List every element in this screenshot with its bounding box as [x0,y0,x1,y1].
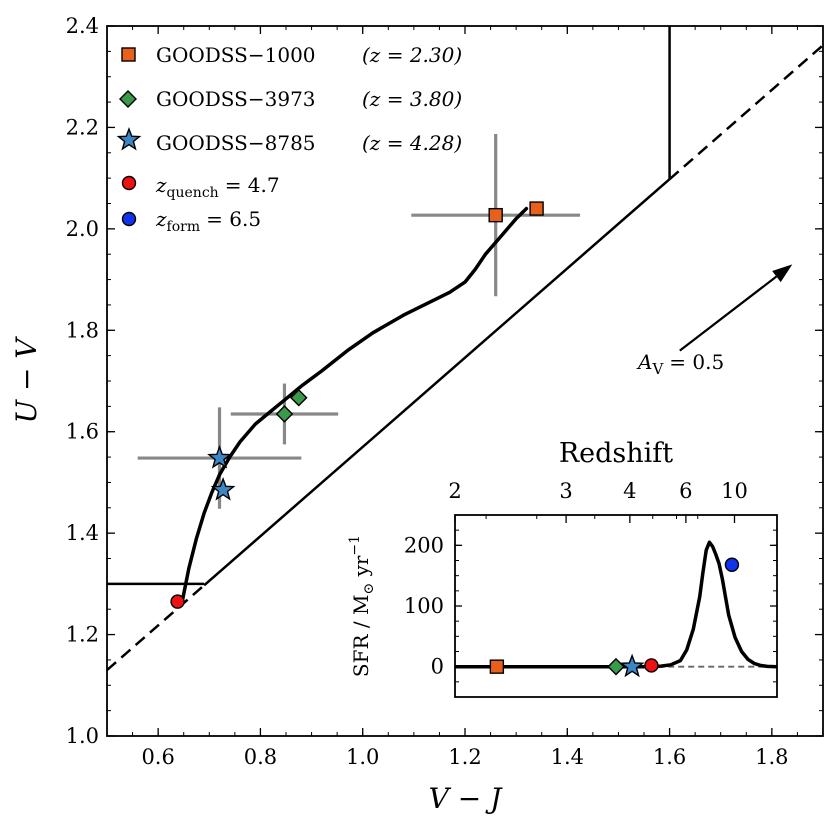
x-tick-label: 1.6 [653,745,686,769]
galaxy-marker-star [210,476,236,501]
galaxy-marker-diamond [289,388,308,407]
legend-diamond-marker [119,90,137,108]
y-tick-label: 2.4 [66,14,99,38]
inset-marker-circle [644,658,659,673]
inset-y-tick-label: 0 [431,655,444,679]
x-tick-label: 0.6 [141,745,174,769]
inset-frame [454,514,778,698]
y-tick-label: 1.8 [66,318,99,342]
main-plot-frame [106,25,824,737]
legend-label-goodss-3973: GOODSS−3973 [156,87,316,111]
x-axis-label: V − J [429,782,503,815]
legend-z-goodss-1000: (z = 2.30) [362,43,462,67]
inset-top-tick-label: 10 [721,479,748,503]
legend-red-circle-marker [121,175,137,191]
x-tick-label: 1.8 [755,745,788,769]
galaxy-marker-square [529,201,544,216]
legend-label-z-form: zform = 6.5 [155,207,261,235]
inset-top-tick-label: 2 [448,479,461,503]
legend-label-goodss-1000: GOODSS−1000 [156,43,316,67]
inset-marker-star [619,653,645,678]
legend-label-z-quench: zquench = 4.7 [155,173,280,201]
y-tick-label: 1.0 [66,724,99,748]
inset-sfr-curve [455,540,778,669]
dust-vector-label: AV = 0.5 [636,350,724,378]
inset-top-tick-label: 6 [679,479,692,503]
inset-y-axis-label: SFR / M⊙ yr−1 [347,535,377,677]
legend-item-goodss-1000: GOODSS−1000 (z = 2.30) [121,43,462,67]
main-plot-layers: 0.6 0.8 1.0 1.2 1.4 1.6 1.8 1.0 1.2 1.4 1.6 1.8 2.0 2… [66,14,824,769]
x-tick-label: 1.2 [448,745,481,769]
legend-item-goodss-3973: GOODSS−3973 (z = 3.80) [119,87,462,111]
quench-point-marker [170,594,185,609]
inset-plot: 0 100 200 2 3 4 6 10 Redshift SFR / M⊙ yr−1 [347,438,778,698]
x-tick-label: 0.8 [244,745,277,769]
selection-box-dashed-extension [106,584,205,672]
legend-star-marker [116,127,142,151]
galaxy-marker-square [488,207,503,223]
dust-vector-arrow-head [772,264,793,283]
galaxy-marker-star [207,445,232,469]
legend: GOODSS−1000 (z = 2.30) GOODSS−3973 (z = … [116,43,462,235]
inset-title-redshift: Redshift [559,438,673,469]
inset-layers: 0 100 200 2 3 4 6 10 [404,479,778,698]
legend-z-goodss-3973: (z = 3.80) [362,87,462,111]
legend-item-z-quench: zquench = 4.7 [121,173,280,201]
dust-vector-arrow-shaft [679,275,778,352]
legend-square-marker [121,47,136,62]
inset-y-tick-label: 200 [404,533,444,557]
inset-top-tick-label: 4 [623,479,636,503]
legend-z-goodss-8785: (z = 4.28) [362,131,462,155]
x-tick-label: 1.0 [346,745,379,769]
y-axis-label: U − V [10,336,43,424]
legend-label-goodss-8785: GOODSS−8785 [156,131,316,155]
y-tick-label: 2.0 [66,217,99,241]
legend-item-goodss-8785: GOODSS−8785 (z = 4.28) [116,127,462,155]
y-tick-label: 1.6 [66,420,99,444]
main-plot: 0.6 0.8 1.0 1.2 1.4 1.6 1.8 1.0 1.2 1.4 1.6 1.8 2.0 2… [10,14,824,815]
inset-marker-circle [724,557,740,572]
legend-item-z-form: zform = 6.5 [121,207,261,235]
y-tick-label: 1.4 [66,521,99,545]
y-tick-label: 2.2 [66,115,99,139]
galaxy-marker-diamond [275,405,294,423]
selection-box-dashed-extension [668,44,824,181]
selection-box-diagonal [203,178,671,587]
y-tick-label: 1.2 [66,623,99,647]
inset-top-tick-label: 3 [559,479,572,503]
inset-y-tick-label: 100 [404,594,444,618]
inset-marker-square [489,659,505,674]
x-tick-label: 1.4 [551,745,584,769]
model-evolution-track [180,206,529,604]
legend-blue-circle-marker [121,211,137,227]
dust-vector: AV = 0.5 [636,264,793,378]
